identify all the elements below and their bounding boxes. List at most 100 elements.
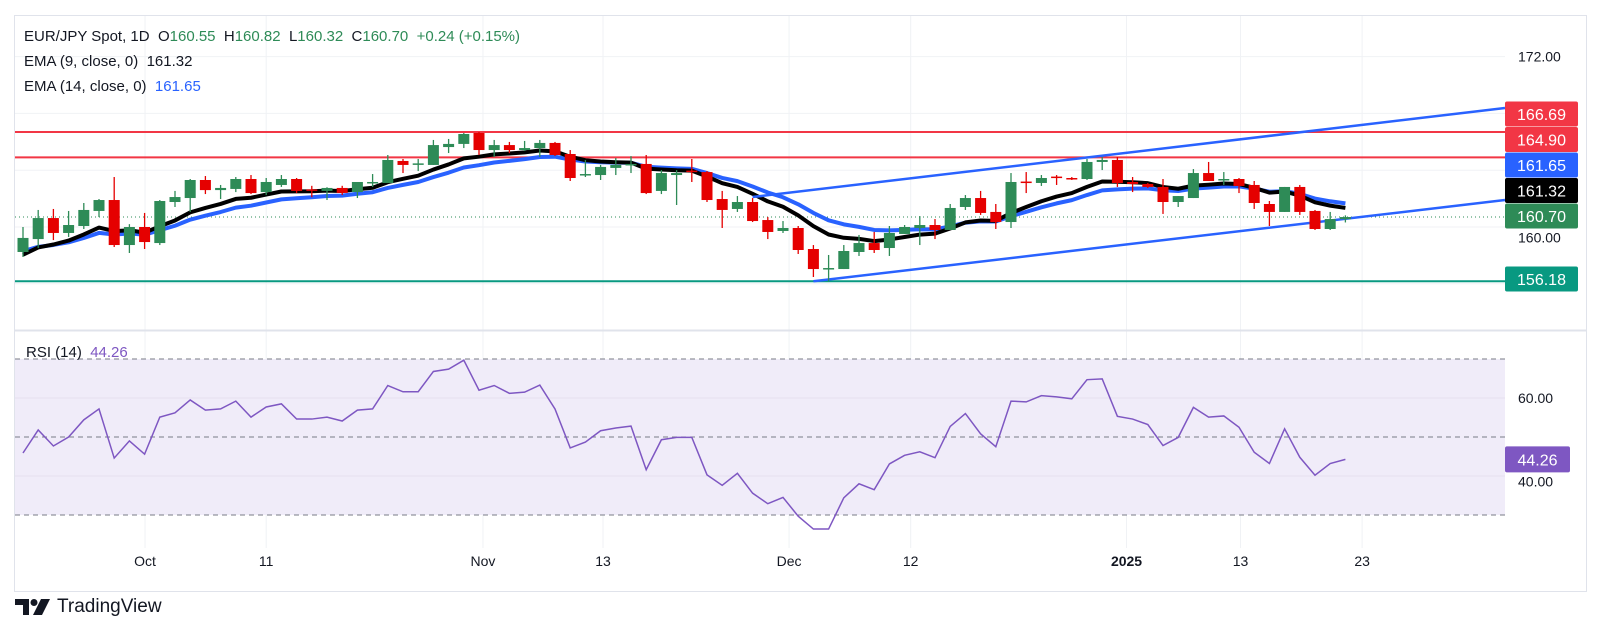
candle (777, 221, 789, 233)
candle-body (1066, 178, 1078, 180)
candle (731, 196, 743, 212)
candle-body (777, 227, 789, 231)
time-tick-label: Oct (134, 553, 156, 569)
candle-body (184, 179, 196, 199)
candle (427, 139, 439, 165)
candle (671, 170, 683, 205)
candle (108, 177, 120, 248)
candle (245, 175, 257, 195)
candle (929, 219, 941, 240)
candle (564, 150, 576, 181)
candle-body (929, 225, 941, 230)
candle (397, 158, 409, 174)
rsi-line (22, 359, 1346, 530)
candle (792, 226, 804, 254)
candle (1309, 209, 1321, 230)
candle-body (93, 200, 105, 211)
candle (914, 216, 926, 246)
candle-body (792, 227, 804, 251)
candle (868, 231, 880, 253)
candle (367, 174, 379, 187)
candle-body (336, 187, 348, 193)
candle-body (914, 225, 926, 228)
candle-body (1203, 173, 1215, 181)
candle-body (990, 211, 1002, 223)
candle (1339, 215, 1351, 223)
candle-body (382, 159, 394, 183)
candle-body (108, 200, 120, 246)
candle-body (351, 181, 363, 193)
candle (412, 158, 424, 172)
candle (1142, 182, 1154, 188)
candle (291, 178, 303, 194)
candle-body (47, 218, 59, 233)
price-tick-label: 160.00 (1518, 230, 1561, 246)
symbol-legend: EUR/JPY Spot, 1D O160.55 H160.82 L160.32… (24, 28, 520, 45)
price-label-box (1505, 127, 1578, 152)
candle (488, 139, 500, 157)
candle-body (595, 166, 607, 176)
candle (990, 203, 1002, 229)
rsi-pane (15, 358, 1505, 530)
candle (169, 190, 181, 207)
candle-body (1035, 178, 1047, 183)
rsi-legend[interactable]: RSI (14) 44.26 (26, 344, 128, 361)
price-label-box (1505, 178, 1578, 203)
candle (959, 195, 971, 210)
candle (1187, 169, 1199, 199)
candle-body (1096, 159, 1108, 162)
candle-body (853, 243, 865, 252)
candle (747, 198, 759, 223)
candle (1005, 173, 1017, 228)
candle (1233, 178, 1245, 194)
change-value: +0.24 (+0.15%) (416, 28, 521, 45)
candle (534, 139, 546, 157)
price-label-box (1505, 266, 1578, 292)
candle-body (716, 199, 728, 210)
candle-body (1187, 173, 1199, 199)
price-label-box (1505, 152, 1578, 178)
candle (1051, 175, 1063, 185)
high-label: H (223, 28, 235, 45)
candle-body (534, 142, 546, 149)
ema14-value: 161.65 (154, 78, 201, 95)
candle (32, 209, 44, 249)
time-tick-label: 2025 (1111, 553, 1142, 569)
price-label-text: 164.90 (1517, 133, 1566, 150)
candle-body (154, 201, 166, 244)
candle-body (519, 148, 531, 151)
candle-body (63, 225, 75, 233)
candle (716, 190, 728, 228)
candle-body (215, 187, 227, 191)
rsi-tick-label: 60.00 (1518, 390, 1553, 406)
candle-body (443, 143, 455, 148)
candle (519, 140, 531, 152)
candle-body (549, 142, 561, 156)
candle (1096, 156, 1108, 171)
close-label: C (351, 28, 363, 45)
price-label-resistance: 164.90 (1505, 127, 1578, 152)
time-tick-label: 11 (259, 553, 274, 569)
open-label: O (157, 28, 170, 45)
time-tick-label: 12 (903, 553, 919, 569)
candle-body (883, 232, 895, 249)
channel-lower-line (813, 198, 1506, 283)
candle (686, 158, 698, 182)
candle (655, 170, 667, 195)
rsi-tick-label: 40.00 (1518, 473, 1553, 489)
candle (549, 141, 561, 156)
rsi-band-fill (15, 359, 1505, 515)
ema9-legend[interactable]: EMA (9, close, 0) 161.32 (24, 53, 192, 70)
candle-body (367, 181, 379, 184)
tradingview-logo[interactable]: TradingView (15, 596, 162, 618)
candle (1324, 211, 1336, 230)
candle (458, 132, 470, 149)
time-tick-label: 13 (595, 553, 611, 569)
candle-body (427, 145, 439, 165)
candle-body (230, 179, 242, 189)
ema14-legend[interactable]: EMA (14, close, 0) 161.65 (24, 78, 201, 95)
candle (944, 203, 956, 230)
candle (807, 245, 819, 277)
candle-body (503, 145, 515, 151)
